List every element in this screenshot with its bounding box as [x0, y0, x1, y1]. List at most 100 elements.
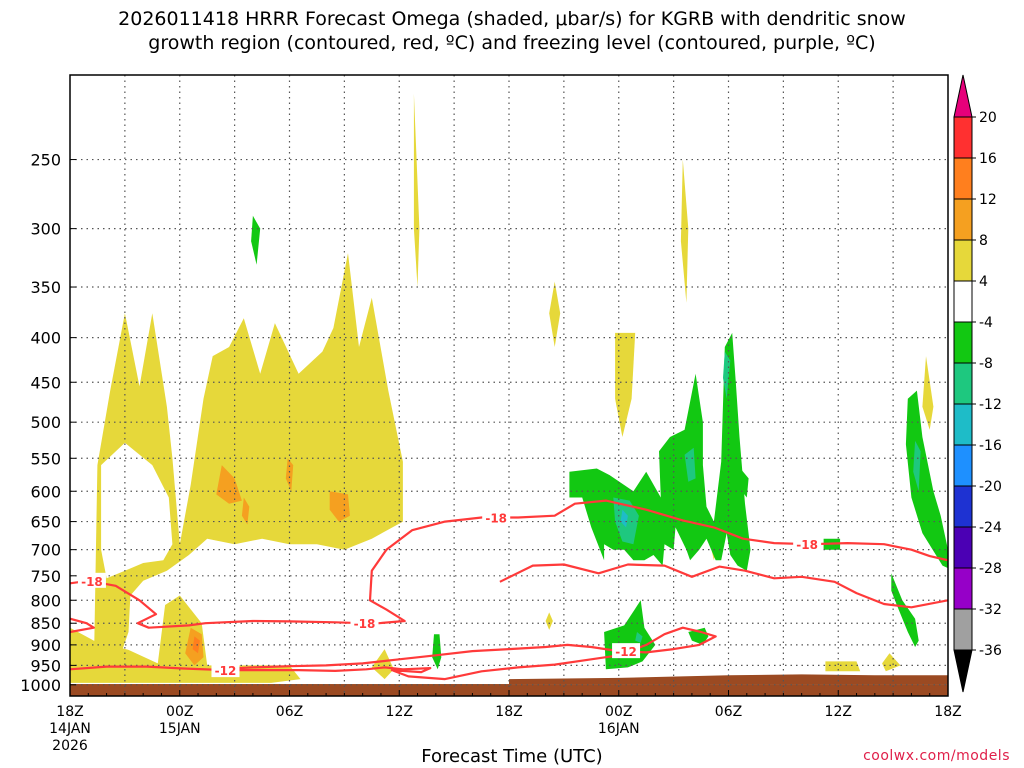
- colorbar-cap-top: [953, 74, 973, 118]
- y-tick-label: 800: [30, 591, 61, 610]
- contour-label-bg: [482, 509, 511, 525]
- omega-region-10: [825, 661, 861, 672]
- omega-region-14: [241, 497, 250, 525]
- colorbar-label: 8: [979, 233, 988, 249]
- contour-line-2: [499, 563, 948, 609]
- y-tick-label: 950: [30, 656, 61, 675]
- omega-region-15: [285, 458, 294, 492]
- colorbar-label: -12: [979, 397, 1002, 413]
- omega-region-33: [891, 573, 919, 647]
- colorbar-swatch: [953, 403, 973, 446]
- x-tick-label: 15JAN: [159, 721, 201, 737]
- y-tick-label: 700: [30, 541, 61, 560]
- y-tick-label: 250: [30, 151, 61, 170]
- omega-region-5: [549, 281, 561, 347]
- contour-label: -12: [215, 664, 237, 678]
- x-tick-label: 18Z: [56, 704, 83, 720]
- omega-region-2: [70, 595, 301, 683]
- colorbar-swatch: [953, 362, 973, 405]
- contour-line-0: [70, 499, 948, 629]
- omega-region-27: [635, 632, 643, 643]
- y-tick-label: 350: [30, 278, 61, 297]
- omega-region-13: [216, 465, 242, 504]
- x-tick-label: 14JAN: [49, 721, 91, 737]
- colorbar-swatch: [953, 157, 973, 200]
- contour-label: -18: [81, 575, 103, 589]
- x-tick-label: 12Z: [386, 704, 413, 720]
- colorbar-label: -32: [979, 602, 1002, 618]
- colorbar-swatch: [953, 485, 973, 528]
- colorbar-swatch: [953, 567, 973, 610]
- omega-region-18: [192, 636, 200, 654]
- omega-region-1: [101, 442, 173, 579]
- y-tick-label: 650: [30, 513, 61, 532]
- omega-region-30: [432, 634, 442, 670]
- colorbar-swatch: [953, 321, 973, 364]
- contour-label: -12: [615, 645, 637, 659]
- colorbar-label: 12: [979, 192, 997, 208]
- contour-label-bg: [77, 572, 106, 588]
- omega-shading: [70, 93, 948, 683]
- colorbar-label: 20: [979, 110, 997, 126]
- colorbar-swatch: [953, 280, 973, 323]
- colorbar-label: -24: [979, 520, 1002, 536]
- y-tick-label: 600: [30, 482, 61, 501]
- x-tick-label: 06Z: [276, 704, 303, 720]
- ground-rise: [509, 674, 948, 685]
- contour-label: -18: [354, 617, 376, 631]
- credit-link[interactable]: coolwx.com/models: [863, 748, 1010, 764]
- omega-region-11: [882, 653, 901, 672]
- contour-label-bg: [211, 662, 240, 678]
- y-tick-label: 750: [30, 567, 61, 586]
- x-tick-label: 00Z: [166, 704, 193, 720]
- y-tick-label: 1000: [20, 676, 61, 695]
- chart-title-line-2: growth region (contoured, red, ºC) and f…: [148, 32, 876, 54]
- omega-region-19: [251, 215, 261, 265]
- contour-line-1: [70, 617, 95, 634]
- omega-region-31: [905, 390, 948, 569]
- x-tick-label: 00Z: [605, 704, 632, 720]
- colorbar-label: -20: [979, 479, 1002, 495]
- omega-region-7: [680, 159, 689, 303]
- y-tick-label: 450: [30, 373, 61, 392]
- contour-label-bg: [793, 536, 822, 552]
- omega-region-20: [569, 332, 751, 571]
- omega-region-25: [723, 351, 731, 399]
- omega-region-8: [545, 612, 553, 630]
- y-tick-label: 300: [30, 220, 61, 239]
- colorbar-swatch: [953, 608, 973, 651]
- y-tick-label: 500: [30, 413, 61, 432]
- contour-label: -18: [796, 538, 818, 552]
- contour-label-bg: [612, 643, 641, 659]
- colorbar-label: 16: [979, 151, 997, 167]
- y-tick-label: 550: [30, 449, 61, 468]
- plot-frame: [69, 74, 949, 697]
- omega-region-32: [913, 440, 921, 492]
- colorbar-swatch: [953, 116, 973, 159]
- colorbar-swatch: [953, 526, 973, 569]
- colorbar-label: -36: [979, 643, 1002, 659]
- omega-region-0: [93, 253, 403, 676]
- x-tick-label: 06Z: [715, 704, 742, 720]
- omega-region-24: [684, 447, 696, 482]
- omega-region-23: [620, 509, 628, 528]
- chart-title-line-1: 2026011418 HRRR Forecast Omega (shaded, …: [118, 8, 906, 30]
- colorbar-swatch: [953, 198, 973, 241]
- colorbar: 20 16 12 8 4 -4 -8 -12 -16 -20 -24 -28 -32 -36: [953, 74, 1002, 693]
- x-tick-label: 18Z: [934, 704, 961, 720]
- colorbar-swatch: [953, 239, 973, 282]
- omega-region-6: [615, 332, 636, 437]
- x-tick-label: 2026: [52, 738, 88, 754]
- colorbar-label: -4: [979, 315, 993, 331]
- contour-label-bg: [350, 615, 379, 631]
- colorbar-label: 4: [979, 274, 988, 290]
- colorbar-label: -16: [979, 438, 1002, 454]
- colorbar-label: -28: [979, 561, 1002, 577]
- axes: 250 300 350 400 450 500 550 600 650 700 750 800 850 9…: [20, 74, 962, 754]
- y-tick-label: 900: [30, 636, 61, 655]
- colorbar-swatch: [953, 444, 973, 487]
- colorbar-label: -8: [979, 356, 993, 372]
- omega-region-21: [737, 465, 749, 498]
- omega-region-12: [922, 356, 934, 430]
